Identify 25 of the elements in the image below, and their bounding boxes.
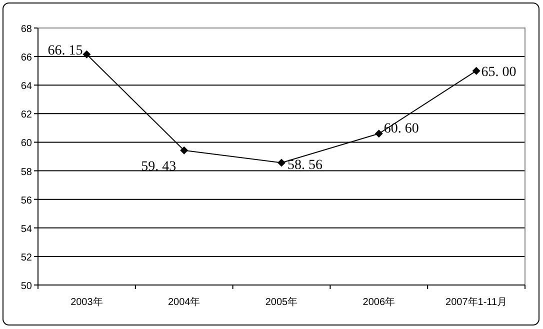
x-tick-label: 2007年1-11月: [446, 296, 508, 308]
x-tick-label: 2005年: [265, 296, 298, 308]
y-tick-label: 64: [20, 81, 32, 92]
y-tick-label: 66: [20, 52, 32, 64]
y-tick-label: 68: [20, 24, 32, 35]
point: [472, 66, 480, 75]
x-tick-label: 2006年: [362, 296, 396, 308]
text: 65. 00: [481, 64, 516, 80]
text: 58. 56: [288, 158, 322, 173]
y-tick-label: 56: [20, 195, 32, 206]
x-tick-label: 2004年: [168, 296, 200, 308]
y-tick-label: 58: [20, 166, 32, 178]
y-tick-label: 50: [20, 281, 32, 292]
y-tick-label: 60: [20, 138, 32, 150]
y-tick-label: 52: [20, 252, 32, 264]
y-tick-label: 54: [20, 224, 32, 235]
point: [374, 130, 383, 138]
point: [180, 146, 188, 154]
text: 60. 60: [384, 122, 419, 137]
point: [278, 158, 286, 167]
point: [82, 50, 91, 58]
x-tick-label: 2003年: [70, 296, 103, 308]
y-tick-label: 62: [20, 110, 32, 121]
text: 66. 15: [48, 43, 83, 58]
text: 59. 43: [141, 159, 176, 174]
